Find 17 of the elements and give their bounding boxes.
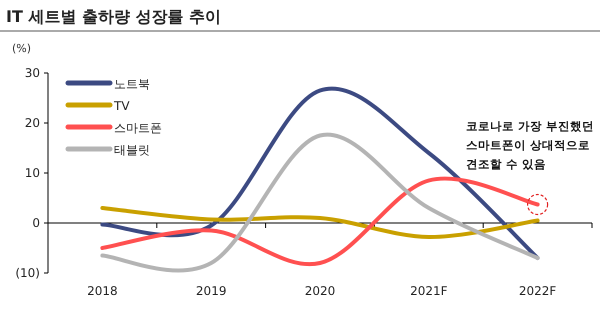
y-tick-label: 30 — [24, 66, 40, 80]
legend-label: 노트북 — [114, 77, 150, 91]
y-tick-label: (10) — [15, 266, 40, 280]
chart-title: IT 세트별 출하량 성장률 추이 — [6, 7, 222, 26]
y-tick-label: 20 — [24, 116, 40, 130]
legend-label: 태블릿 — [114, 143, 150, 157]
y-tick-label: 0 — [32, 216, 40, 230]
x-tick-label: 2020 — [304, 284, 336, 298]
x-tick-label: 2019 — [196, 284, 226, 298]
y-tick-label: 10 — [24, 166, 40, 180]
x-tick-label: 2021F — [410, 284, 448, 298]
legend-label: TV — [113, 99, 130, 113]
legend-label: 스마트폰 — [114, 121, 162, 135]
y-axis-title: (%) — [12, 42, 32, 55]
x-tick-label: 2018 — [87, 284, 118, 298]
annotation: 코로나로 가장 부진했던 스마트폰이 상대적으로 견조할 수 있음 — [466, 119, 594, 171]
x-tick-label: 2022F — [518, 284, 556, 298]
